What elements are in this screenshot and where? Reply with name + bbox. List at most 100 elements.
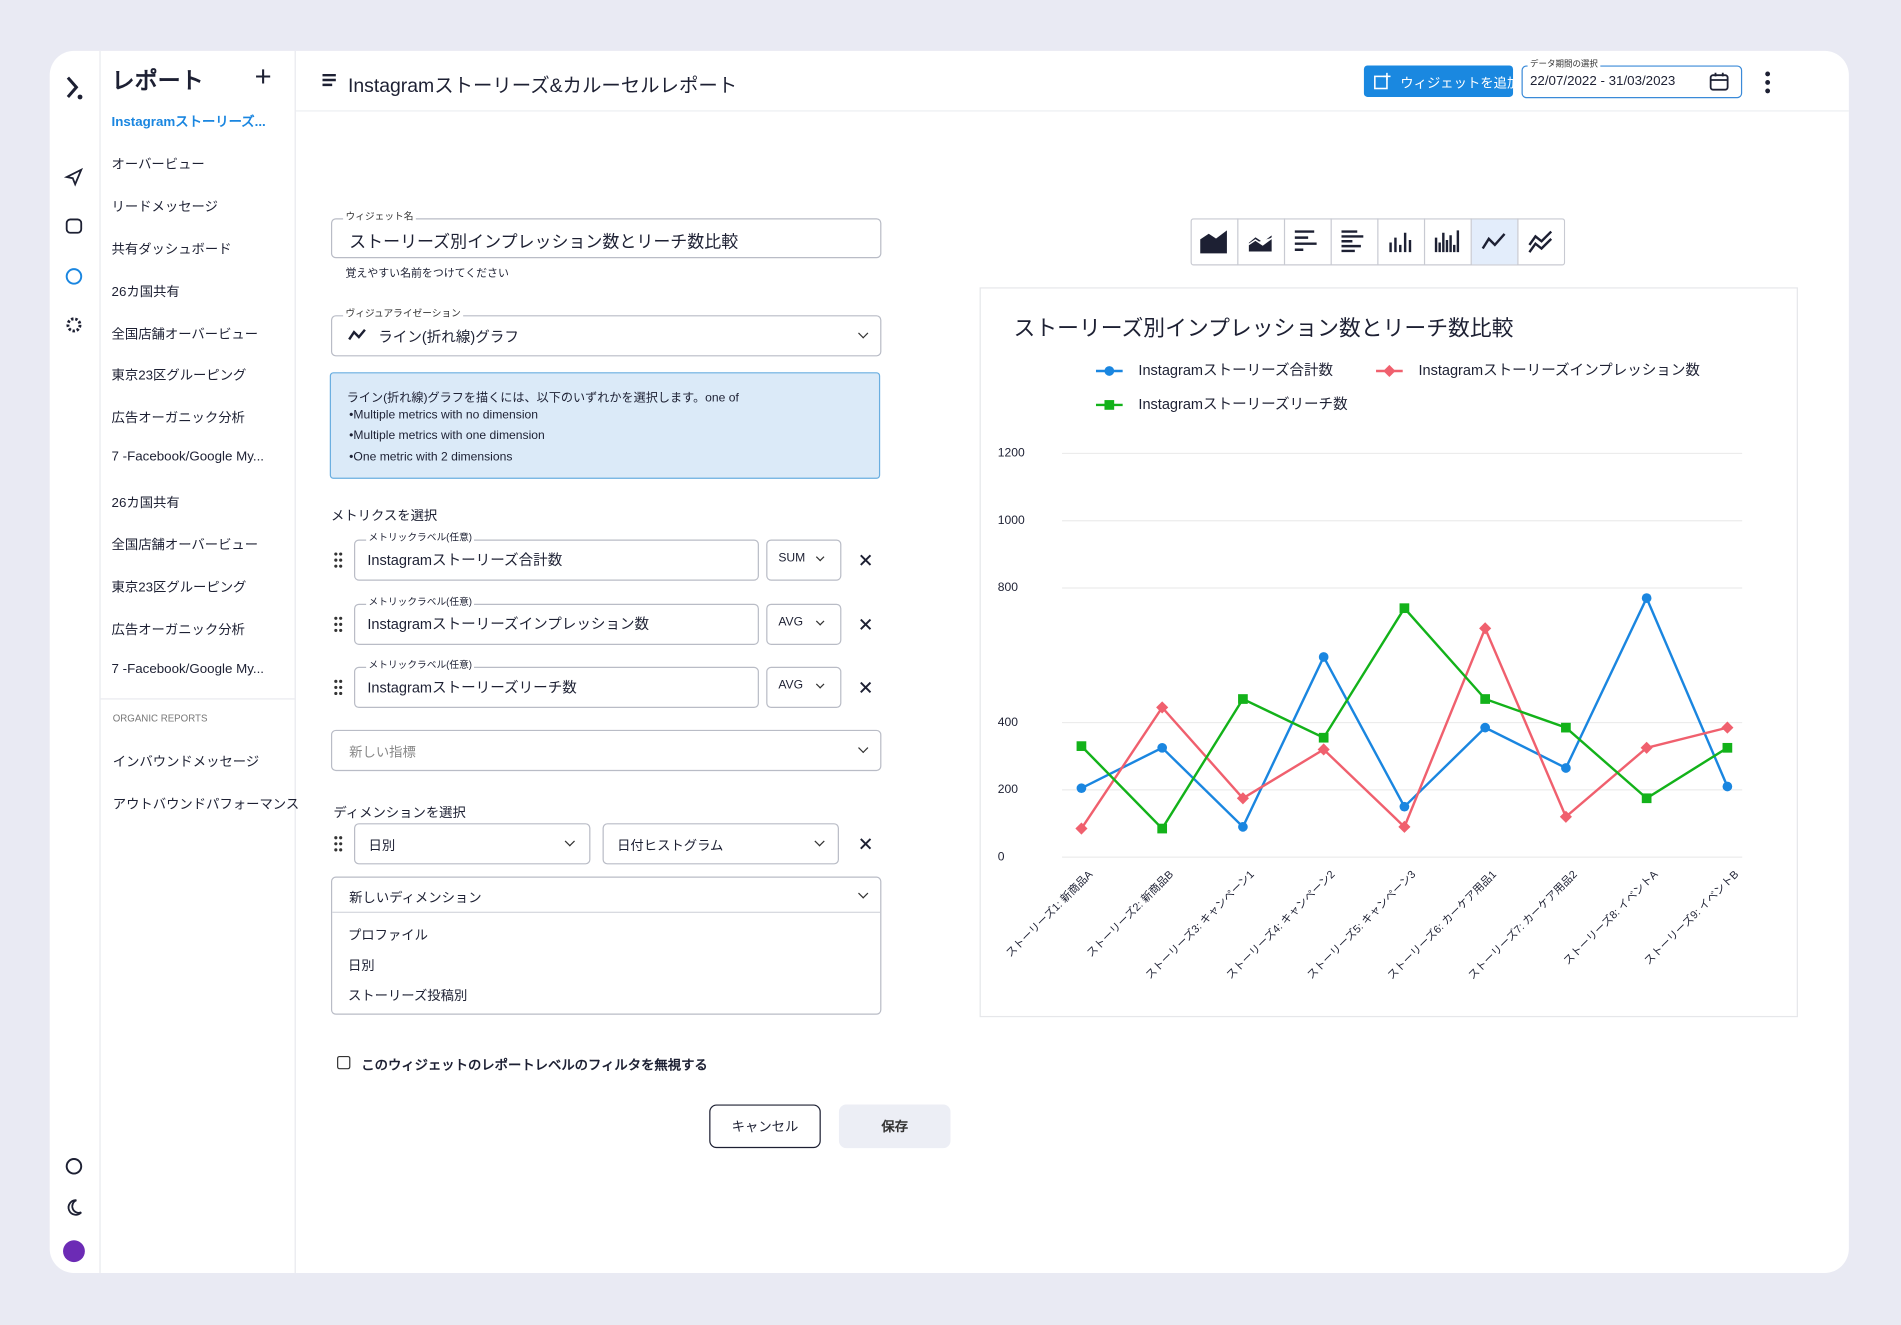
- add-widget-label: ウィジェットを追加: [1400, 76, 1521, 91]
- drag-handle[interactable]: [333, 835, 343, 852]
- chart-type-icon: [1481, 233, 1506, 250]
- menu-icon[interactable]: [322, 73, 337, 89]
- dimension-value: 日別: [368, 838, 396, 854]
- sidebar-item[interactable]: 7 -Facebook/Google My...: [111, 450, 264, 465]
- metric-label: メトリックラベル(任意): [366, 659, 475, 672]
- chart-type-button[interactable]: [1200, 230, 1227, 254]
- new-dimension: 新しいディメンション: [349, 891, 482, 906]
- cancel-button[interactable]: [709, 1104, 821, 1149]
- chart-type-icon: [1294, 230, 1317, 251]
- data-point: [1559, 810, 1572, 823]
- drag-handle[interactable]: [333, 679, 343, 696]
- y-tick-label: 800: [998, 580, 1018, 594]
- data-point: [1238, 694, 1248, 704]
- add-widget-button[interactable]: [1363, 65, 1514, 97]
- data-point: [1480, 722, 1491, 733]
- remove-dimension[interactable]: [860, 838, 872, 850]
- dimension-option[interactable]: プロファイル: [347, 928, 428, 944]
- remove-metric[interactable]: [860, 618, 872, 630]
- sidebar-item[interactable]: 7 -Facebook/Google My...: [111, 661, 264, 677]
- chart-type-button[interactable]: [1283, 218, 1317, 266]
- settings-icon[interactable]: [66, 317, 82, 333]
- sidebar-item[interactable]: 全国店舗オーバービュー: [111, 538, 259, 553]
- sidebar-item[interactable]: オーバービュー: [111, 157, 205, 173]
- help-icon[interactable]: [65, 1158, 83, 1175]
- legend-label: Instagramストーリーズインプレッション数: [1418, 362, 1700, 379]
- metric-input[interactable]: [354, 603, 759, 645]
- agg-select[interactable]: [766, 666, 842, 709]
- chart-type-button[interactable]: [1470, 218, 1518, 266]
- sidebar-item[interactable]: 全国店舗オーバービュー: [111, 326, 259, 342]
- sidebar-item[interactable]: Instagramストーリーズ...: [111, 115, 266, 130]
- dimension-select[interactable]: [354, 823, 591, 865]
- agg-select[interactable]: [766, 539, 842, 581]
- remove-metric[interactable]: [860, 681, 872, 693]
- date-label: データ期間の選択: [1527, 59, 1601, 72]
- checkbox-label: このウィジェットのレポートレベルのフィルタを無視する: [361, 1058, 708, 1073]
- sidebar-item[interactable]: 26カ国共有: [111, 495, 180, 511]
- dot: [334, 679, 338, 683]
- checkbox[interactable]: [337, 1055, 351, 1070]
- series-line: [1080, 595, 1729, 829]
- sidebar-item[interactable]: 共有ダッシュボード: [111, 242, 232, 257]
- chart-type-button[interactable]: [1517, 218, 1553, 266]
- dot: [339, 622, 343, 626]
- y-tick-label: 1000: [998, 513, 1025, 527]
- data-point: [1075, 822, 1088, 835]
- metric-input[interactable]: [354, 539, 759, 581]
- chart-type-button[interactable]: [1377, 218, 1412, 266]
- new-metric: 新しい指標: [349, 745, 416, 761]
- data-point: [1399, 801, 1410, 812]
- chart-type-button[interactable]: [1237, 218, 1274, 266]
- dot: [334, 552, 338, 556]
- calendar-icon: [1709, 72, 1729, 91]
- dot: [339, 691, 343, 696]
- x-icon: [860, 681, 872, 693]
- sidebar-item[interactable]: アウトバウンドパフォーマンス: [112, 797, 300, 813]
- report-icon[interactable]: [65, 268, 83, 285]
- dimension-option[interactable]: 日別: [347, 958, 375, 974]
- metric-input[interactable]: [354, 666, 759, 709]
- dot: [339, 685, 343, 689]
- inbox-icon[interactable]: [65, 218, 83, 234]
- dot: [339, 616, 343, 620]
- name-input[interactable]: [330, 218, 882, 259]
- sidebar-item[interactable]: インバウンドメッセージ: [112, 755, 260, 770]
- viz-select[interactable]: [330, 315, 882, 357]
- agg-value: SUM: [778, 551, 806, 565]
- more-icon[interactable]: [1764, 70, 1771, 94]
- agg-value: AVG: [778, 615, 804, 629]
- avatar[interactable]: [63, 1240, 85, 1263]
- sidebar-item[interactable]: 東京23区グルーピング: [111, 580, 247, 596]
- chart-type-button[interactable]: [1423, 218, 1460, 266]
- save-button[interactable]: [838, 1104, 951, 1149]
- data-point: [1722, 781, 1733, 792]
- new-dimension-dropdown[interactable]: [330, 876, 882, 1015]
- agg-select[interactable]: [766, 603, 842, 645]
- cancel-label: キャンセル: [731, 1120, 799, 1135]
- send-icon[interactable]: [63, 167, 84, 187]
- save-label: 保存: [881, 1120, 909, 1135]
- drag-handle[interactable]: [333, 552, 343, 569]
- dimension-select[interactable]: [602, 823, 839, 865]
- add-report[interactable]: +: [254, 60, 272, 94]
- sidebar-item[interactable]: リードメッセージ: [111, 199, 218, 215]
- sidebar-item[interactable]: 26カ国共有: [111, 284, 180, 299]
- data-point: [1722, 742, 1733, 753]
- theme-icon[interactable]: [67, 1199, 82, 1216]
- dimension-option[interactable]: ストーリーズ投稿別: [347, 989, 468, 1004]
- x-tick-label: ストーリーズ2: 新商品B: [1083, 867, 1176, 960]
- remove-metric[interactable]: [860, 554, 872, 566]
- chart: ストーリーズ別インプレッション数とリーチ数比較 0 200 400 800 1000 12…: [979, 287, 1798, 1018]
- drag-handle[interactable]: [333, 615, 343, 632]
- new-metric-select[interactable]: [330, 729, 882, 772]
- dot: [334, 564, 338, 568]
- chart-type-button[interactable]: [1330, 218, 1364, 266]
- agg-value: AVG: [778, 678, 804, 693]
- data-point: [1157, 742, 1168, 753]
- x-tick-label: ストーリーズ8: イベントA: [1560, 867, 1661, 968]
- y-tick-label: 1200: [998, 446, 1025, 460]
- sidebar-item[interactable]: 広告オーガニック分析: [111, 622, 245, 638]
- sidebar-item[interactable]: 東京23区グルーピング: [111, 369, 247, 384]
- sidebar-item[interactable]: 広告オーガニック分析: [111, 411, 245, 426]
